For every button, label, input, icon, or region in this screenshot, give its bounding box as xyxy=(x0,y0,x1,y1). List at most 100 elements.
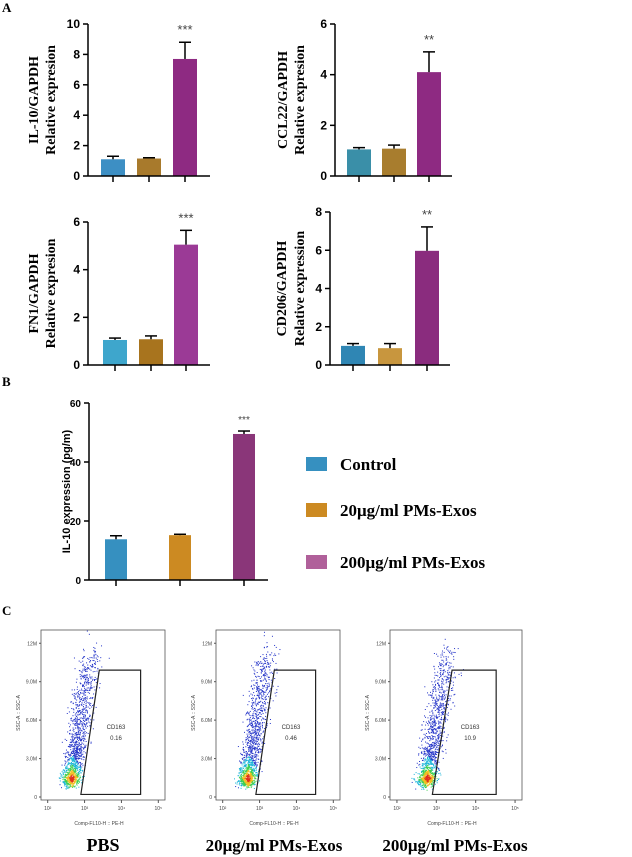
y-tick-label: 2 xyxy=(315,320,322,334)
event-dot xyxy=(258,723,260,725)
event-dot xyxy=(424,728,426,730)
event-dot xyxy=(251,738,253,740)
event-dot xyxy=(419,760,421,762)
event-dot xyxy=(421,724,423,726)
event-dot xyxy=(81,751,83,753)
event-dot xyxy=(81,779,83,781)
event-dot xyxy=(451,680,453,682)
event-dot xyxy=(460,672,462,674)
event-dot xyxy=(424,772,426,774)
event-dot xyxy=(68,751,70,753)
event-dot xyxy=(251,757,253,759)
event-dot xyxy=(78,690,80,692)
event-dot xyxy=(73,759,75,761)
event-dot xyxy=(259,693,261,695)
event-dot xyxy=(81,742,83,744)
event-dot xyxy=(447,672,449,674)
event-dot xyxy=(431,776,433,778)
event-dot xyxy=(255,762,257,764)
event-dot xyxy=(262,695,264,697)
event-dot xyxy=(257,761,259,763)
event-dot xyxy=(74,750,76,752)
event-dot xyxy=(92,704,94,706)
event-dot xyxy=(74,780,76,782)
event-dot xyxy=(263,691,265,693)
event-dot xyxy=(423,733,425,735)
event-dot xyxy=(82,776,84,778)
event-dot xyxy=(79,749,81,751)
event-dot xyxy=(79,721,81,723)
event-dot xyxy=(425,763,427,765)
event-dot xyxy=(70,759,72,761)
event-dot xyxy=(62,776,64,778)
event-dot xyxy=(71,745,73,747)
event-dot xyxy=(432,712,434,714)
event-dot xyxy=(443,683,445,685)
event-dot xyxy=(70,774,72,776)
event-dot xyxy=(430,744,432,746)
event-dot xyxy=(257,687,259,689)
event-dot xyxy=(424,767,426,769)
event-dot xyxy=(85,724,87,726)
event-dot xyxy=(68,754,70,756)
event-dot xyxy=(81,758,83,760)
event-dot xyxy=(67,782,69,784)
event-dot xyxy=(68,784,70,786)
event-dot xyxy=(444,716,446,718)
event-dot xyxy=(78,733,80,735)
event-dot xyxy=(243,778,245,780)
event-dot xyxy=(69,777,71,779)
event-dot xyxy=(260,705,262,707)
event-dot xyxy=(255,751,257,753)
event-dot xyxy=(250,777,252,779)
event-dot xyxy=(426,772,428,774)
event-dot xyxy=(77,772,79,774)
event-dot xyxy=(421,778,423,780)
event-dot xyxy=(71,689,73,691)
event-dot xyxy=(243,773,245,775)
event-dot xyxy=(250,785,252,787)
event-dot xyxy=(442,681,444,683)
event-dot xyxy=(248,770,250,772)
event-dot xyxy=(73,782,75,784)
event-dot xyxy=(99,687,101,689)
event-dot xyxy=(83,693,85,695)
event-dot xyxy=(242,757,244,759)
event-dot xyxy=(452,677,454,679)
event-dot xyxy=(78,766,80,768)
bar xyxy=(378,348,402,365)
event-dot xyxy=(250,719,252,721)
event-dot xyxy=(83,736,85,738)
event-dot xyxy=(257,703,259,705)
event-dot xyxy=(435,694,437,696)
y-tick-label: 6 xyxy=(73,215,80,229)
event-dot xyxy=(69,732,71,734)
event-dot xyxy=(69,726,71,728)
event-dot xyxy=(251,722,253,724)
event-dot xyxy=(80,768,82,770)
event-dot xyxy=(442,705,444,707)
event-dot xyxy=(247,704,249,706)
event-dot xyxy=(239,784,241,786)
event-dot xyxy=(252,782,254,784)
event-dot xyxy=(441,708,443,710)
event-dot xyxy=(256,689,258,691)
event-dot xyxy=(259,701,261,703)
event-dot xyxy=(74,742,76,744)
event-dot xyxy=(71,742,73,744)
event-dot xyxy=(72,742,74,744)
event-dot xyxy=(419,779,421,781)
event-dot xyxy=(444,690,446,692)
event-dot xyxy=(250,770,252,772)
event-dot xyxy=(72,763,74,765)
event-dot xyxy=(427,778,429,780)
event-dot xyxy=(259,722,261,724)
legend-label: 200μg/ml PMs-Exos xyxy=(340,553,486,572)
event-dot xyxy=(437,751,439,753)
event-dot xyxy=(258,695,260,697)
event-dot xyxy=(88,667,90,669)
event-dot xyxy=(74,748,76,750)
event-dot xyxy=(249,731,251,733)
event-dot xyxy=(93,654,95,656)
event-dot xyxy=(74,759,76,761)
